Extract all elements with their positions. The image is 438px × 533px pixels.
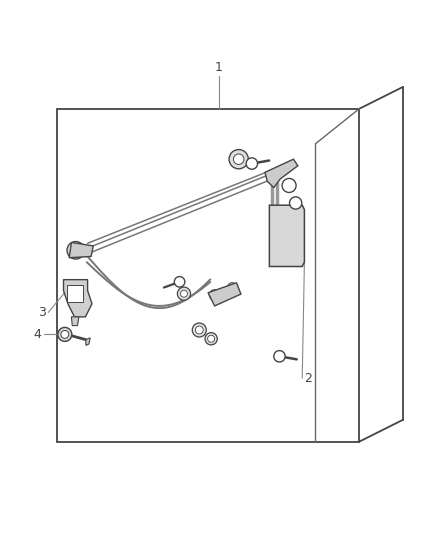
Circle shape [195,326,203,334]
Circle shape [205,333,217,345]
Circle shape [177,287,191,300]
Bar [67,285,83,302]
Circle shape [61,330,69,338]
Polygon shape [69,243,93,258]
Circle shape [58,327,72,342]
Text: 3: 3 [38,306,46,319]
Circle shape [274,351,285,362]
Polygon shape [265,159,298,188]
Circle shape [246,158,258,169]
Polygon shape [269,205,304,266]
Circle shape [192,323,206,337]
Polygon shape [86,338,90,345]
Bar [57,109,359,442]
Circle shape [228,282,237,292]
Polygon shape [64,280,92,317]
Text: 1: 1 [215,61,223,74]
Circle shape [209,290,220,300]
Circle shape [208,335,215,342]
Text: 4: 4 [34,328,42,341]
Polygon shape [71,317,79,326]
Text: 2: 2 [304,372,312,385]
Circle shape [71,246,81,255]
Polygon shape [208,282,241,306]
Circle shape [282,179,296,192]
Circle shape [67,241,85,259]
Circle shape [290,197,302,209]
Circle shape [229,150,248,169]
Circle shape [174,277,185,287]
Circle shape [180,290,187,297]
Circle shape [233,154,244,165]
